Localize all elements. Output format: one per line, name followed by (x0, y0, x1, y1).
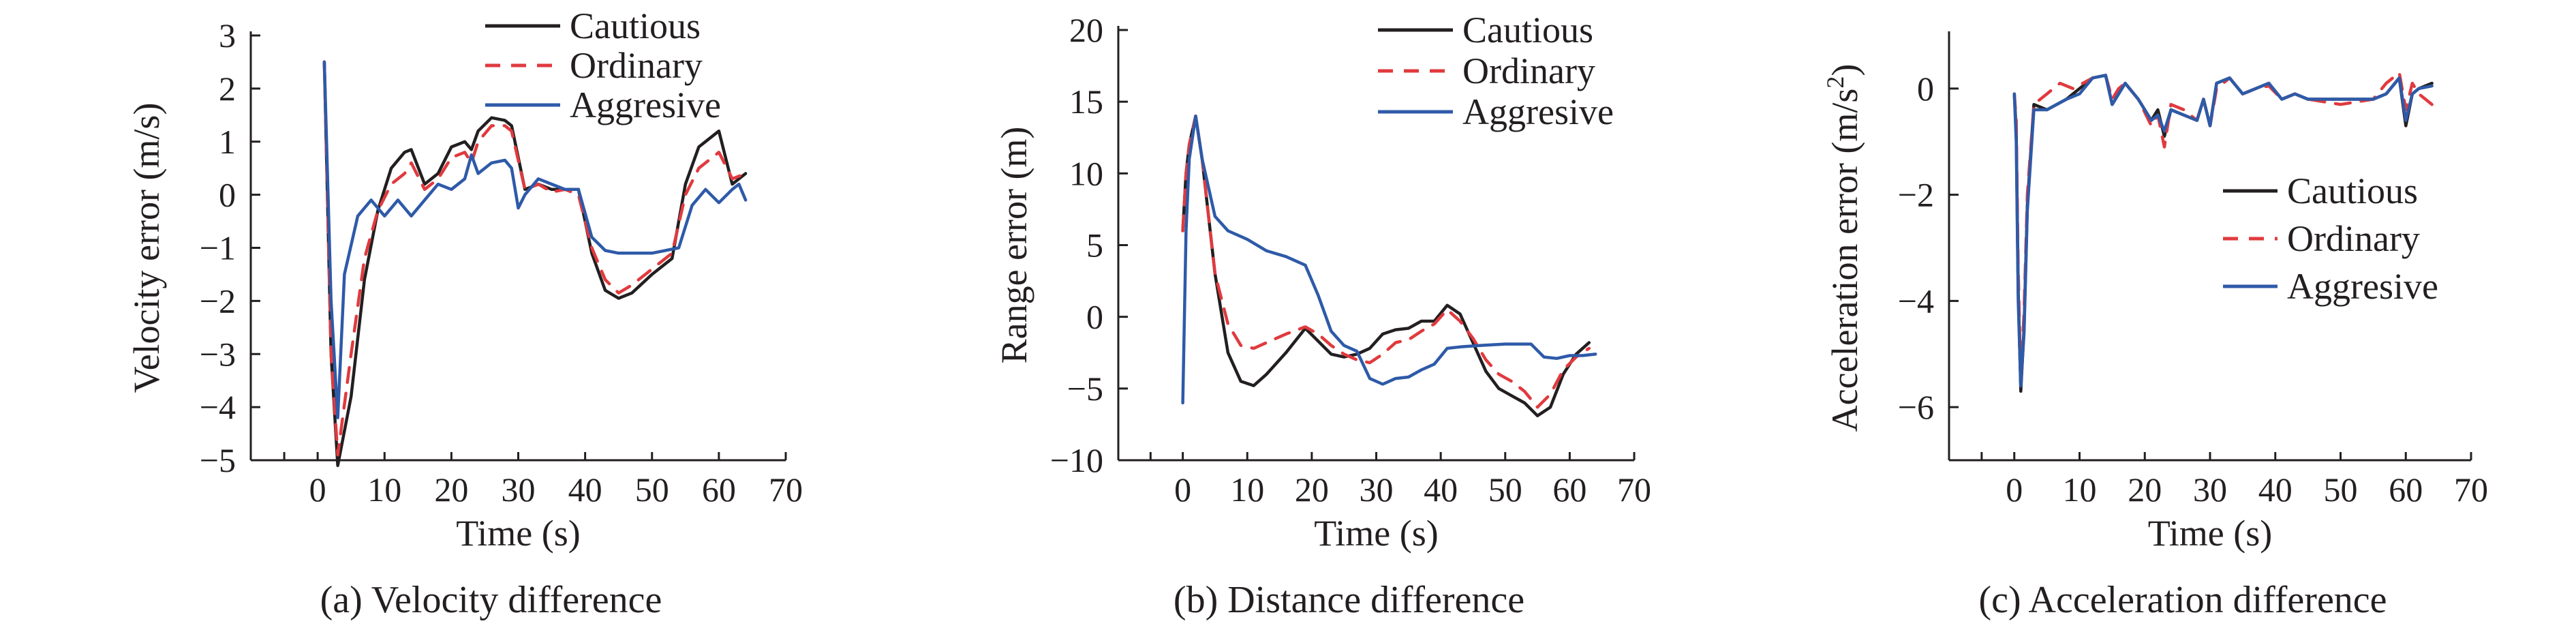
y-tick-label: 2 (219, 70, 236, 108)
y-tick-label: 0 (1917, 70, 1934, 108)
x-tick-label: 60 (702, 470, 736, 509)
y-tick-label: 0 (219, 176, 236, 214)
x-axis-label: Time (s) (2148, 513, 2273, 554)
legend-label: Aggresive (570, 85, 721, 125)
y-axis-label-text: Range error (m) (994, 127, 1034, 364)
y-tick-label: 20 (1069, 11, 1103, 49)
x-tick-label: 20 (434, 470, 468, 509)
x-tick-label: 40 (2258, 470, 2293, 509)
y-tick-label: 5 (1086, 226, 1103, 265)
x-tick-label: 20 (1295, 470, 1329, 509)
y-tick-label: 1 (219, 123, 236, 161)
series-line-cautious (322, 60, 748, 468)
x-tick-label: 10 (2063, 470, 2097, 509)
x-tick-label: 30 (502, 470, 536, 509)
x-tick-label: 0 (309, 470, 326, 509)
y-axis-label-text: Velocity error (m/s) (126, 103, 167, 393)
x-tick-label: 70 (1617, 470, 1651, 509)
legend-label: Aggresive (1462, 91, 1614, 132)
y-axis-label-close: ) (1824, 64, 1865, 76)
y-tick-label: −5 (200, 441, 236, 479)
y-tick-label: −2 (200, 282, 236, 320)
x-tick-label: 30 (1360, 470, 1394, 509)
y-tick-label: −4 (1898, 282, 1934, 320)
x-tick-label: 40 (568, 470, 602, 509)
y-axis-label-text: Acceleration error (m/s (1824, 89, 1865, 432)
panel-caption: (c) Acceleration difference (1978, 579, 2387, 621)
y-tick-label: −5 (1067, 370, 1103, 408)
y-tick-label: 10 (1069, 154, 1103, 192)
legend-label: Cautious (570, 5, 701, 46)
y-tick-label: −1 (200, 229, 236, 267)
legend-label: Ordinary (1462, 50, 1595, 91)
series-line-ordinary (2012, 71, 2434, 382)
x-tick-label: 30 (2193, 470, 2227, 509)
y-tick-label: −10 (1050, 441, 1103, 479)
x-tick-label: 0 (1174, 470, 1191, 509)
x-tick-label: 70 (769, 470, 803, 509)
x-tick-label: 10 (1230, 470, 1264, 509)
y-tick-label: 3 (219, 16, 236, 55)
x-tick-label: 20 (2128, 470, 2162, 509)
y-tick-label: 0 (1086, 298, 1103, 336)
series-line-aggresive (2012, 74, 2434, 388)
legend-label: Ordinary (2287, 218, 2420, 259)
x-tick-label: 60 (1552, 470, 1586, 509)
x-tick-label: 50 (1488, 470, 1522, 509)
series-line-cautious (1181, 114, 1591, 418)
series-line-ordinary (1181, 114, 1591, 409)
legend-label: Cautious (2287, 170, 2418, 211)
y-tick-label: −2 (1898, 176, 1934, 214)
x-tick-label: 0 (2006, 470, 2023, 509)
x-tick-label: 50 (635, 470, 669, 509)
x-tick-label: 50 (2324, 470, 2358, 509)
y-tick-label: −3 (200, 335, 236, 373)
x-axis-label: Time (s) (1314, 513, 1439, 554)
panel-caption: (a) Velocity difference (320, 579, 662, 621)
x-tick-label: 40 (1424, 470, 1458, 509)
x-tick-label: 70 (2454, 470, 2488, 509)
legend-label: Aggresive (2287, 266, 2438, 307)
series-line-aggresive (1181, 114, 1597, 405)
y-axis-label: Acceleration error (m/s2) (1822, 64, 1865, 432)
y-tick-label: −6 (1898, 388, 1934, 426)
y-axis-label: Velocity error (m/s) (126, 103, 167, 393)
series-line-ordinary (322, 60, 748, 457)
legend-label: Ordinary (570, 45, 703, 86)
acceleration-panel: 0 10 20 30 40 50 60 70 0 −2 −4 −6 Time (s) Accelerati… (1822, 31, 2488, 621)
y-tick-label: 15 (1069, 82, 1103, 121)
x-axis-label: Time (s) (456, 513, 581, 554)
x-tick-label: 10 (367, 470, 401, 509)
y-axis-label: Range error (m) (994, 127, 1034, 364)
y-axis-label-superscript: 2 (1822, 76, 1849, 89)
y-tick-label: −4 (200, 388, 236, 426)
legend-label: Cautious (1462, 10, 1593, 50)
series-line-aggresive (322, 60, 748, 419)
x-tick-label: 60 (2389, 470, 2423, 509)
panel-caption: (b) Distance difference (1174, 579, 1524, 621)
